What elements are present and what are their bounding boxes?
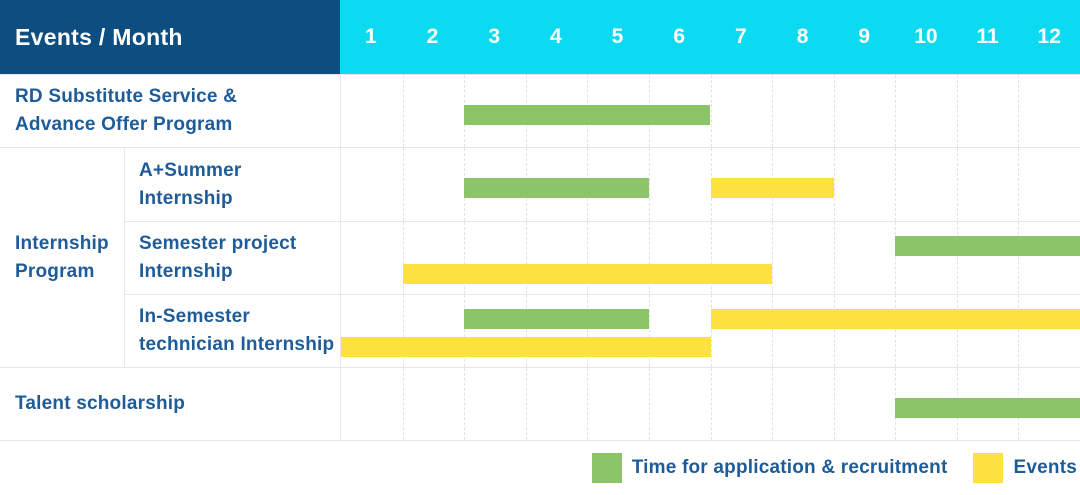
month-gridline bbox=[895, 222, 896, 294]
month-gridline bbox=[772, 222, 773, 294]
month-gridline bbox=[649, 148, 650, 221]
row-label: Talent scholarship bbox=[0, 368, 340, 440]
month-gridline bbox=[1018, 295, 1019, 367]
table-row: Semester project Internship bbox=[124, 221, 1080, 294]
group-label: Internship Program bbox=[0, 148, 124, 367]
month-label: 6 bbox=[648, 0, 710, 74]
month-gridline bbox=[711, 295, 712, 367]
recruitment-bar bbox=[895, 398, 1080, 418]
month-gridline bbox=[957, 75, 958, 147]
month-gridline bbox=[403, 148, 404, 221]
table-body: RD Substitute Service & Advance Offer Pr… bbox=[0, 74, 1080, 440]
events-month-header: Events / Month bbox=[0, 0, 340, 74]
events-legend-label: Events bbox=[1013, 457, 1077, 479]
month-gridline bbox=[834, 148, 835, 221]
legend-item-recruitment: Time for application & recruitment bbox=[592, 453, 948, 483]
month-gridline bbox=[834, 295, 835, 367]
legend: Time for application & recruitment Event… bbox=[0, 441, 1080, 495]
month-gridline bbox=[772, 295, 773, 367]
month-label: 11 bbox=[957, 0, 1019, 74]
month-gridline bbox=[1018, 148, 1019, 221]
month-label: 1 bbox=[340, 0, 402, 74]
month-label: 4 bbox=[525, 0, 587, 74]
event-bar bbox=[403, 264, 773, 284]
row-chart-area bbox=[340, 75, 1080, 147]
month-gridline bbox=[526, 368, 527, 440]
month-gridline bbox=[403, 75, 404, 147]
month-gridline bbox=[649, 368, 650, 440]
month-gridline bbox=[464, 368, 465, 440]
month-gridline bbox=[957, 222, 958, 294]
row-label: A+Summer Internship bbox=[124, 148, 340, 221]
recruitment-bar bbox=[895, 236, 1080, 256]
month-gridline bbox=[895, 148, 896, 221]
month-label: 12 bbox=[1018, 0, 1080, 74]
recruitment-bar bbox=[464, 178, 649, 198]
row-label: RD Substitute Service & Advance Offer Pr… bbox=[0, 75, 340, 147]
row-chart-area bbox=[340, 368, 1080, 440]
month-gridline bbox=[711, 75, 712, 147]
legend-item-events: Events bbox=[973, 453, 1077, 483]
recruitment-bar bbox=[464, 105, 710, 125]
month-gridline bbox=[403, 368, 404, 440]
month-label: 9 bbox=[833, 0, 895, 74]
table-row: In-Semester technician Internship bbox=[124, 294, 1080, 367]
month-label: 8 bbox=[772, 0, 834, 74]
row-chart-area bbox=[340, 295, 1080, 367]
month-gridline bbox=[772, 75, 773, 147]
month-gridline bbox=[772, 368, 773, 440]
month-gridline bbox=[834, 75, 835, 147]
row-label: Semester project Internship bbox=[124, 222, 340, 294]
month-label: 5 bbox=[587, 0, 649, 74]
month-gridline bbox=[895, 295, 896, 367]
month-gridline bbox=[587, 368, 588, 440]
event-bar bbox=[711, 309, 1080, 329]
month-label: 2 bbox=[402, 0, 464, 74]
row-chart-area bbox=[340, 148, 1080, 221]
month-gridline bbox=[895, 75, 896, 147]
month-label: 10 bbox=[895, 0, 957, 74]
recruitment-legend-label: Time for application & recruitment bbox=[632, 457, 948, 479]
month-gridline bbox=[1018, 75, 1019, 147]
month-gridline bbox=[1018, 222, 1019, 294]
row-chart-area bbox=[340, 222, 1080, 294]
month-label: 7 bbox=[710, 0, 772, 74]
month-gridline bbox=[957, 148, 958, 221]
table-row: A+Summer Internship bbox=[124, 148, 1080, 221]
table-row: Talent scholarship bbox=[0, 367, 1080, 440]
recruitment-bar bbox=[464, 309, 649, 329]
row-label: In-Semester technician Internship bbox=[124, 295, 340, 367]
month-gridline bbox=[834, 368, 835, 440]
events-swatch bbox=[973, 453, 1003, 483]
event-bar bbox=[341, 337, 711, 357]
recruitment-swatch bbox=[592, 453, 622, 483]
month-gridline bbox=[834, 222, 835, 294]
event-bar bbox=[711, 178, 834, 198]
month-gridline bbox=[711, 368, 712, 440]
month-gridline bbox=[957, 295, 958, 367]
table-row: RD Substitute Service & Advance Offer Pr… bbox=[0, 74, 1080, 147]
month-label: 3 bbox=[463, 0, 525, 74]
